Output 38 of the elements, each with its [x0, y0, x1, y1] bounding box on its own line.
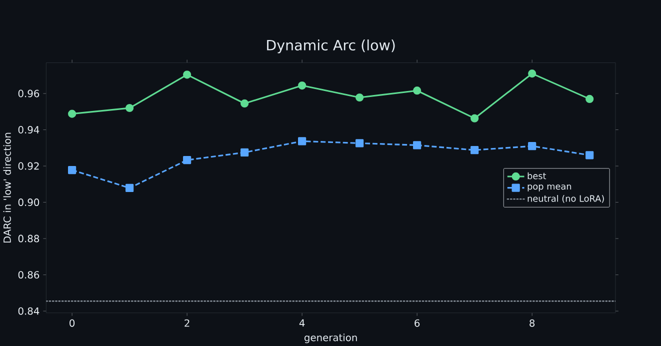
y-tick-label: 0.90 [18, 198, 40, 206]
point [68, 110, 76, 118]
y-tick-label: 0.92 [18, 162, 39, 170]
point [470, 114, 479, 122]
x-axis-title: generation [304, 333, 357, 343]
point [528, 69, 536, 78]
point [183, 156, 192, 164]
x-tick-label: 2 [184, 319, 190, 326]
point [356, 138, 364, 148]
legend-label: best [528, 172, 546, 180]
point [68, 166, 76, 174]
point [298, 81, 306, 90]
point [240, 148, 249, 156]
y-tick-label: 0.94 [18, 126, 40, 134]
legend-label: pop mean [528, 184, 572, 192]
point [528, 142, 536, 150]
chart-title: Dynamic Arc (low) [267, 39, 395, 54]
point [586, 94, 594, 103]
x-tick-label: 0 [70, 319, 75, 327]
point [298, 136, 306, 146]
x-tick-label: 6 [414, 319, 420, 327]
legend-label: neutral (no LoRA) [528, 194, 604, 203]
y-tick-label: 0.96 [18, 90, 40, 98]
point [413, 140, 422, 150]
y-tick-label: 0.84 [18, 307, 40, 315]
y-tick-label: 0.88 [18, 234, 40, 242]
point [126, 104, 134, 112]
point [126, 184, 134, 192]
y-axis-title: DARC in 'low' direction [3, 132, 11, 242]
x-tick-label: 8 [530, 319, 535, 327]
y-tick-label: 0.86 [18, 270, 40, 278]
x-tick-label: 4 [299, 319, 305, 326]
point [586, 150, 594, 159]
point [413, 86, 422, 94]
point [470, 146, 479, 154]
point [183, 70, 192, 78]
point [356, 93, 364, 102]
point [240, 99, 249, 108]
